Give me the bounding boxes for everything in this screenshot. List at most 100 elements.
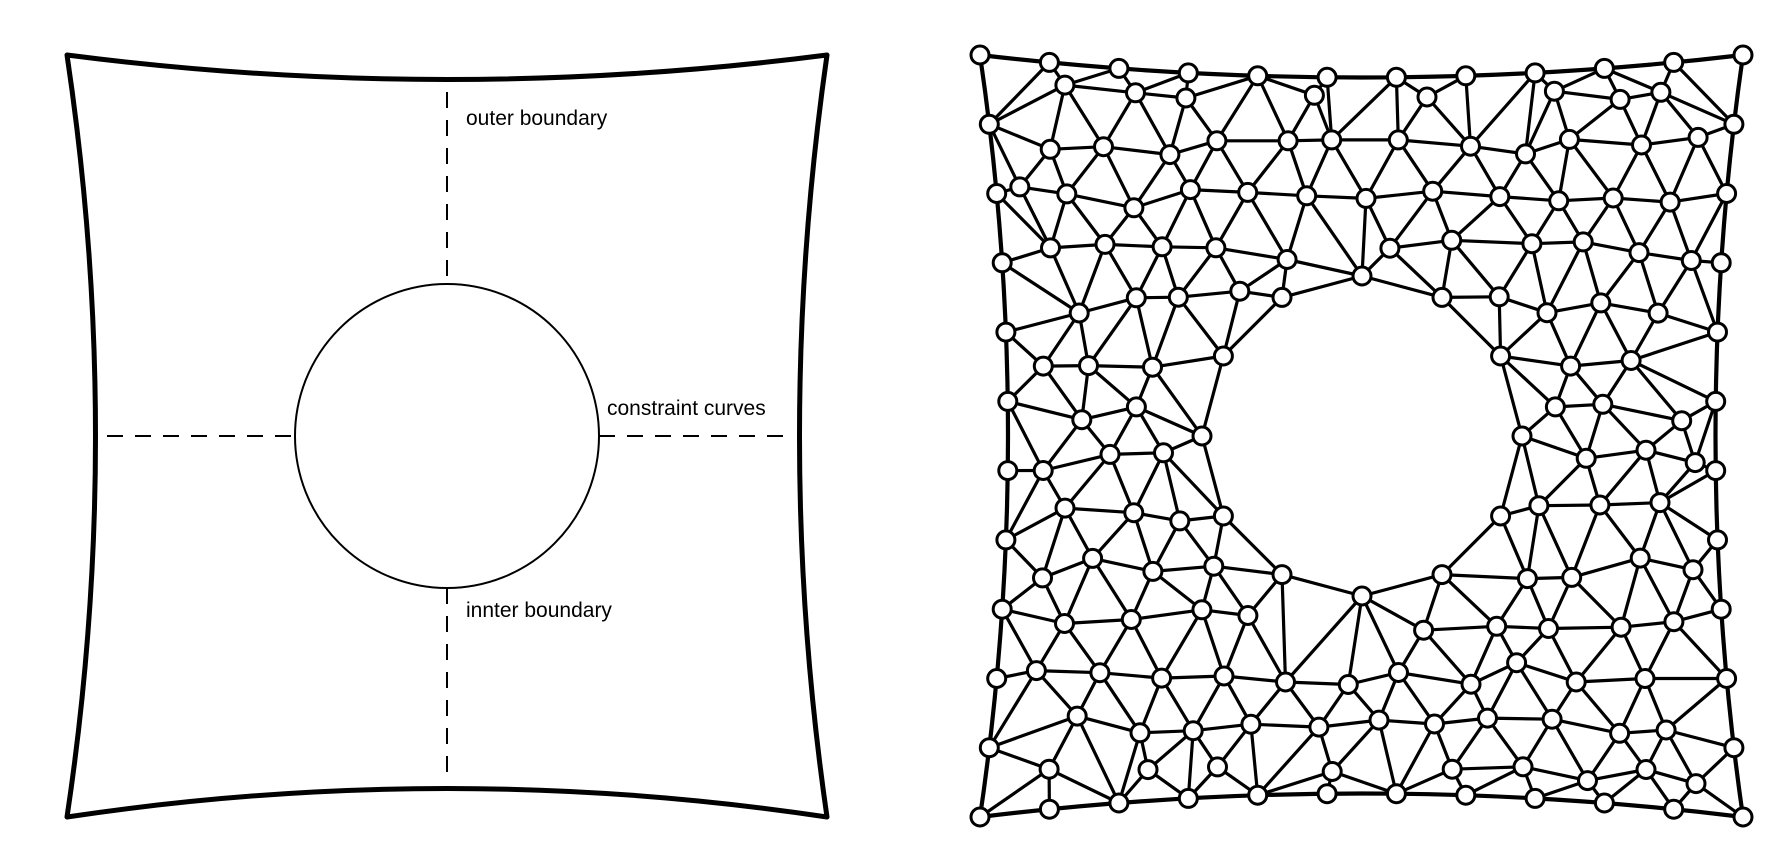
- mesh-edge: [1280, 572, 1288, 684]
- mesh-edge: [1129, 608, 1204, 622]
- mesh-edge: [1256, 74, 1329, 79]
- mesh-edge: [1659, 90, 1736, 126]
- mesh-node: [1536, 302, 1558, 324]
- mesh-node: [1125, 396, 1147, 418]
- mesh-edge: [1377, 718, 1399, 796]
- mesh-edge: [1004, 311, 1081, 334]
- mesh-edge: [1004, 468, 1045, 542]
- mesh-edge: [1006, 399, 1084, 422]
- mesh-edge: [1570, 503, 1602, 580]
- mesh-node: [1151, 667, 1173, 689]
- mesh-edge: [1574, 625, 1623, 684]
- mesh-edge: [1249, 722, 1321, 729]
- mesh-edge: [1464, 793, 1537, 801]
- mesh-boundary-node: [991, 598, 1013, 620]
- mesh-edge: [1514, 661, 1554, 721]
- mesh-node: [1460, 673, 1482, 695]
- mesh-edge: [1330, 769, 1399, 796]
- mesh-node: [1620, 350, 1642, 371]
- mesh-edge: [1063, 83, 1106, 149]
- mesh-edges: [978, 53, 1745, 819]
- mesh-boundary-node: [1663, 798, 1685, 820]
- mesh-node: [1125, 287, 1147, 309]
- mesh-edge: [1570, 556, 1642, 580]
- mesh-node: [1671, 410, 1693, 432]
- mesh-edge: [1498, 311, 1549, 358]
- mesh-boundary-node: [1385, 66, 1407, 88]
- mesh-node: [1137, 759, 1159, 781]
- mesh-edge: [1619, 556, 1642, 629]
- mesh-boundary-node: [1705, 390, 1727, 412]
- mesh-node: [1516, 568, 1538, 590]
- mesh-boundary-node: [1710, 598, 1732, 620]
- mesh-node: [1628, 242, 1650, 264]
- mesh-node: [1422, 180, 1444, 202]
- mesh-boundary-node: [1316, 66, 1338, 88]
- mesh-edge: [1101, 145, 1136, 210]
- mesh-node: [1486, 615, 1508, 637]
- mesh-node: [1071, 409, 1093, 431]
- mesh-edge: [1000, 261, 1008, 334]
- mesh-node: [1099, 443, 1121, 465]
- mesh-edge: [978, 746, 991, 819]
- mesh-node: [1575, 447, 1597, 469]
- mesh-edge: [987, 668, 1039, 750]
- mesh-edge: [1360, 274, 1444, 299]
- mesh-node: [1477, 707, 1498, 729]
- mesh-node: [1120, 609, 1142, 630]
- mesh-edge: [1256, 725, 1321, 797]
- mesh-edge: [1249, 722, 1260, 797]
- mesh-node: [1040, 237, 1061, 259]
- mesh-node: [1650, 81, 1672, 103]
- mesh-node: [1275, 671, 1296, 693]
- mesh-edge: [1360, 594, 1401, 675]
- mesh-node: [1054, 74, 1076, 96]
- mesh-edge: [1440, 572, 1499, 628]
- mesh-edge: [1629, 330, 1720, 363]
- mesh-node: [1512, 756, 1534, 778]
- mesh-boundary-node: [986, 183, 1008, 204]
- mesh-edge: [1425, 95, 1473, 148]
- mesh-edge: [1668, 135, 1700, 204]
- mesh-boundary-node: [1351, 585, 1373, 607]
- mesh-node: [1039, 138, 1061, 160]
- mesh-node: [1068, 302, 1090, 324]
- mesh-boundary-node: [969, 806, 991, 828]
- mesh-edge: [1714, 330, 1720, 403]
- mesh-edge: [978, 53, 991, 126]
- mesh-edge: [1724, 676, 1736, 750]
- mesh-edge: [1421, 624, 1499, 632]
- mesh-edge: [1450, 238, 1501, 299]
- mesh-edge: [1672, 60, 1736, 126]
- mesh-edge: [1715, 261, 1723, 334]
- mesh-edge: [1346, 594, 1364, 687]
- mesh-edge: [1212, 564, 1284, 577]
- mesh-node: [1561, 566, 1583, 588]
- mesh-edge: [1689, 191, 1729, 263]
- mesh-edge: [1086, 364, 1155, 369]
- mesh-edge: [1520, 434, 1541, 508]
- mesh-edge: [1280, 274, 1364, 299]
- mesh-boundary-node: [1732, 44, 1754, 66]
- mesh-edge: [1464, 765, 1525, 797]
- mesh-edge: [1214, 246, 1289, 262]
- mesh-edge: [1098, 671, 1142, 735]
- mesh-node: [1558, 128, 1580, 150]
- mesh-edge: [1520, 434, 1588, 460]
- mesh-node: [1441, 229, 1463, 251]
- mesh-edge: [1000, 607, 1067, 626]
- mesh-node: [1609, 88, 1631, 110]
- mesh-edge: [1719, 607, 1729, 681]
- mesh-edge: [1498, 354, 1524, 438]
- mesh-edge: [1117, 731, 1142, 805]
- mesh-boundary-node: [1177, 62, 1199, 84]
- mesh-edge: [1161, 451, 1226, 518]
- mesh-edge: [1062, 617, 1133, 626]
- mesh-node: [1521, 233, 1543, 255]
- mesh-node: [1663, 611, 1685, 633]
- mesh-edge: [1075, 714, 1142, 735]
- mesh-boundary-node: [1271, 564, 1293, 586]
- mesh-node: [1066, 705, 1088, 727]
- mesh-edge: [1639, 143, 1672, 204]
- mesh-edge: [1065, 192, 1107, 246]
